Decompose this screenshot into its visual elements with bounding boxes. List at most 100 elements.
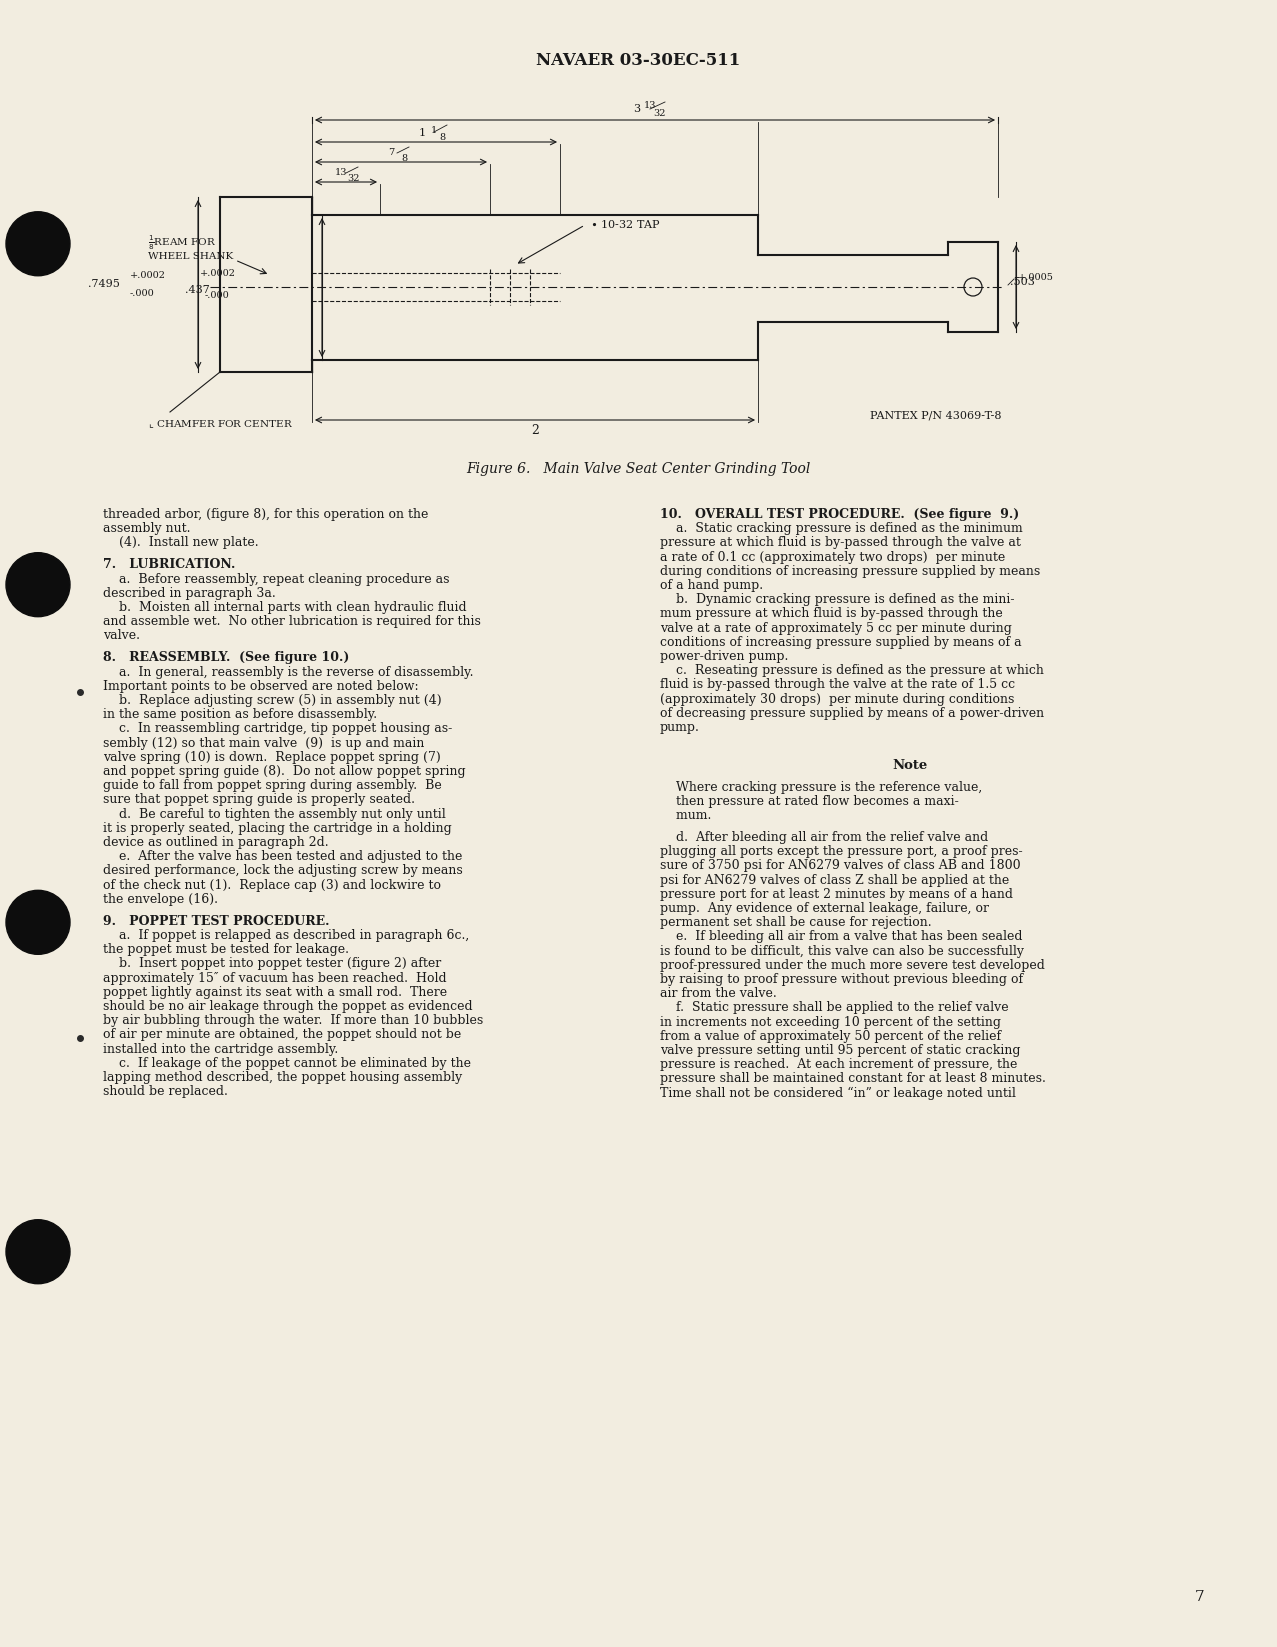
- Text: pressure is reached.  At each increment of pressure, the: pressure is reached. At each increment o…: [660, 1059, 1018, 1071]
- Text: Figure 6.   Main Valve Seat Center Grinding Tool: Figure 6. Main Valve Seat Center Grindin…: [466, 463, 810, 476]
- Text: 32: 32: [347, 175, 359, 183]
- Text: -.000: -.000: [130, 288, 155, 298]
- Text: a.  In general, reassembly is the reverse of disassembly.: a. In general, reassembly is the reverse…: [103, 665, 474, 679]
- Text: .503: .503: [1010, 277, 1034, 287]
- Text: conditions of increasing pressure supplied by means of a: conditions of increasing pressure suppli…: [660, 636, 1022, 649]
- Text: $\bullet$ 10-32 TAP: $\bullet$ 10-32 TAP: [590, 217, 660, 231]
- Circle shape: [6, 553, 70, 616]
- Text: by raising to proof pressure without previous bleeding of: by raising to proof pressure without pre…: [660, 973, 1023, 987]
- Text: b.  Insert poppet into poppet tester (figure 2) after: b. Insert poppet into poppet tester (fig…: [103, 957, 442, 970]
- Text: a.  If poppet is relapped as described in paragraph 6c.,: a. If poppet is relapped as described in…: [103, 929, 469, 942]
- Text: should be no air leakage through the poppet as evidenced: should be no air leakage through the pop…: [103, 1000, 472, 1013]
- Text: the envelope (16).: the envelope (16).: [103, 893, 218, 906]
- Text: poppet lightly against its seat with a small rod.  There: poppet lightly against its seat with a s…: [103, 987, 447, 998]
- Text: during conditions of increasing pressure supplied by means: during conditions of increasing pressure…: [660, 565, 1041, 578]
- Text: from a value of approximately 50 percent of the relief: from a value of approximately 50 percent…: [660, 1029, 1001, 1043]
- Text: pump.  Any evidence of external leakage, failure, or: pump. Any evidence of external leakage, …: [660, 903, 988, 916]
- Text: 7.   LUBRICATION.: 7. LUBRICATION.: [103, 558, 235, 572]
- Text: (4).  Install new plate.: (4). Install new plate.: [103, 537, 259, 550]
- Text: $\llcorner$ CHAMFER FOR CENTER: $\llcorner$ CHAMFER FOR CENTER: [148, 418, 292, 430]
- Text: b.  Moisten all internal parts with clean hydraulic fluid: b. Moisten all internal parts with clean…: [103, 601, 466, 614]
- Text: 7: 7: [1195, 1589, 1204, 1604]
- Text: mum pressure at which fluid is by-passed through the: mum pressure at which fluid is by-passed…: [660, 608, 1002, 621]
- Text: c.  Reseating pressure is defined as the pressure at which: c. Reseating pressure is defined as the …: [660, 664, 1043, 677]
- Text: NAVAER 03-30EC-511: NAVAER 03-30EC-511: [536, 53, 741, 69]
- Text: Important points to be observed are noted below:: Important points to be observed are note…: [103, 680, 419, 693]
- Text: +.0002: +.0002: [130, 272, 166, 280]
- Text: WHEEL SHANK: WHEEL SHANK: [148, 252, 234, 260]
- Text: Note: Note: [893, 759, 927, 772]
- Text: 3: 3: [633, 104, 641, 114]
- Text: +.0005: +.0005: [1018, 273, 1054, 282]
- Text: e.  After the valve has been tested and adjusted to the: e. After the valve has been tested and a…: [103, 850, 462, 863]
- Text: lapping method described, the poppet housing assembly: lapping method described, the poppet hou…: [103, 1071, 462, 1084]
- Text: 2: 2: [531, 423, 539, 436]
- Text: of decreasing pressure supplied by means of a power-driven: of decreasing pressure supplied by means…: [660, 707, 1045, 720]
- Text: the poppet must be tested for leakage.: the poppet must be tested for leakage.: [103, 944, 349, 957]
- Text: Where cracking pressure is the reference value,: Where cracking pressure is the reference…: [660, 781, 982, 794]
- Text: 7: 7: [388, 148, 395, 156]
- Text: a rate of 0.1 cc (approximately two drops)  per minute: a rate of 0.1 cc (approximately two drop…: [660, 550, 1005, 563]
- Text: 8: 8: [401, 155, 407, 163]
- Text: 13: 13: [644, 100, 656, 110]
- Text: in the same position as before disassembly.: in the same position as before disassemb…: [103, 708, 377, 721]
- Text: b.  Replace adjusting screw (5) in assembly nut (4): b. Replace adjusting screw (5) in assemb…: [103, 693, 442, 707]
- Text: valve spring (10) is down.  Replace poppet spring (7): valve spring (10) is down. Replace poppe…: [103, 751, 441, 764]
- Text: is found to be difficult, this valve can also be successfully: is found to be difficult, this valve can…: [660, 945, 1024, 957]
- Text: air from the valve.: air from the valve.: [660, 987, 776, 1000]
- Text: PANTEX P/N 43069-T-8: PANTEX P/N 43069-T-8: [870, 410, 1001, 420]
- Text: sembly (12) so that main valve  (9)  is up and main: sembly (12) so that main valve (9) is up…: [103, 736, 424, 749]
- Text: guide to fall from poppet spring during assembly.  Be: guide to fall from poppet spring during …: [103, 779, 442, 792]
- Text: valve.: valve.: [103, 629, 140, 642]
- Text: 13: 13: [335, 168, 347, 176]
- Text: pressure port for at least 2 minutes by means of a hand: pressure port for at least 2 minutes by …: [660, 888, 1013, 901]
- Text: should be replaced.: should be replaced.: [103, 1085, 227, 1099]
- Text: a.  Static cracking pressure is defined as the minimum: a. Static cracking pressure is defined a…: [660, 522, 1023, 535]
- Text: sure of 3750 psi for AN6279 valves of class AB and 1800: sure of 3750 psi for AN6279 valves of cl…: [660, 860, 1020, 873]
- Text: pressure shall be maintained constant for at least 8 minutes.: pressure shall be maintained constant fo…: [660, 1072, 1046, 1085]
- Text: by air bubbling through the water.  If more than 10 bubbles: by air bubbling through the water. If mo…: [103, 1015, 483, 1028]
- Text: 8.   REASSEMBLY.  (See figure 10.): 8. REASSEMBLY. (See figure 10.): [103, 652, 350, 664]
- Text: then pressure at rated flow becomes a maxi-: then pressure at rated flow becomes a ma…: [660, 796, 959, 807]
- Text: 32: 32: [654, 109, 667, 119]
- Text: c.  In reassembling cartridge, tip poppet housing as-: c. In reassembling cartridge, tip poppet…: [103, 723, 452, 736]
- Text: valve pressure setting until 95 percent of static cracking: valve pressure setting until 95 percent …: [660, 1044, 1020, 1057]
- Circle shape: [6, 891, 70, 954]
- Text: pressure at which fluid is by-passed through the valve at: pressure at which fluid is by-passed thr…: [660, 537, 1020, 550]
- Text: 9.   POPPET TEST PROCEDURE.: 9. POPPET TEST PROCEDURE.: [103, 914, 329, 927]
- Text: .437: .437: [185, 285, 209, 295]
- Text: power-driven pump.: power-driven pump.: [660, 651, 788, 664]
- Text: of the check nut (1).  Replace cap (3) and lockwire to: of the check nut (1). Replace cap (3) an…: [103, 878, 441, 891]
- Text: 1: 1: [430, 127, 437, 135]
- Text: sure that poppet spring guide is properly seated.: sure that poppet spring guide is properl…: [103, 794, 415, 807]
- Text: -.000: -.000: [206, 292, 230, 300]
- Text: d.  After bleeding all air from the relief valve and: d. After bleeding all air from the relie…: [660, 832, 988, 843]
- Text: approximately 15″ of vacuum has been reached.  Hold: approximately 15″ of vacuum has been rea…: [103, 972, 447, 985]
- Text: desired performance, lock the adjusting screw by means: desired performance, lock the adjusting …: [103, 865, 462, 878]
- Text: 1: 1: [419, 128, 425, 138]
- Circle shape: [6, 212, 70, 275]
- Text: b.  Dynamic cracking pressure is defined as the mini-: b. Dynamic cracking pressure is defined …: [660, 593, 1014, 606]
- Text: e.  If bleeding all air from a valve that has been sealed: e. If bleeding all air from a valve that…: [660, 931, 1023, 944]
- Text: .7495: .7495: [88, 278, 120, 288]
- Text: threaded arbor, (figure 8), for this operation on the: threaded arbor, (figure 8), for this ope…: [103, 507, 428, 520]
- Text: 10.   OVERALL TEST PROCEDURE.  (See figure  9.): 10. OVERALL TEST PROCEDURE. (See figure …: [660, 507, 1019, 520]
- Text: pump.: pump.: [660, 721, 700, 735]
- Text: fluid is by-passed through the valve at the rate of 1.5 cc: fluid is by-passed through the valve at …: [660, 679, 1015, 692]
- Text: and poppet spring guide (8).  Do not allow poppet spring: and poppet spring guide (8). Do not allo…: [103, 764, 466, 777]
- Text: valve at a rate of approximately 5 cc per minute during: valve at a rate of approximately 5 cc pe…: [660, 621, 1011, 634]
- Text: of air per minute are obtained, the poppet should not be: of air per minute are obtained, the popp…: [103, 1028, 461, 1041]
- Text: $\frac{1}{8}$REAM FOR: $\frac{1}{8}$REAM FOR: [148, 234, 216, 252]
- Text: c.  If leakage of the poppet cannot be eliminated by the: c. If leakage of the poppet cannot be el…: [103, 1057, 471, 1071]
- Text: permanent set shall be cause for rejection.: permanent set shall be cause for rejecti…: [660, 916, 932, 929]
- Text: mum.: mum.: [660, 809, 711, 822]
- Text: f.  Static pressure shall be applied to the relief valve: f. Static pressure shall be applied to t…: [660, 1001, 1009, 1015]
- Text: in increments not exceeding 10 percent of the setting: in increments not exceeding 10 percent o…: [660, 1016, 1001, 1029]
- Text: a.  Before reassembly, repeat cleaning procedure as: a. Before reassembly, repeat cleaning pr…: [103, 573, 450, 586]
- Text: (approximately 30 drops)  per minute during conditions: (approximately 30 drops) per minute duri…: [660, 693, 1014, 705]
- Text: described in paragraph 3a.: described in paragraph 3a.: [103, 586, 276, 600]
- Text: device as outlined in paragraph 2d.: device as outlined in paragraph 2d.: [103, 837, 328, 848]
- Text: installed into the cartridge assembly.: installed into the cartridge assembly.: [103, 1043, 338, 1056]
- Text: it is properly seated, placing the cartridge in a holding: it is properly seated, placing the cartr…: [103, 822, 452, 835]
- Text: +.0002: +.0002: [200, 268, 236, 278]
